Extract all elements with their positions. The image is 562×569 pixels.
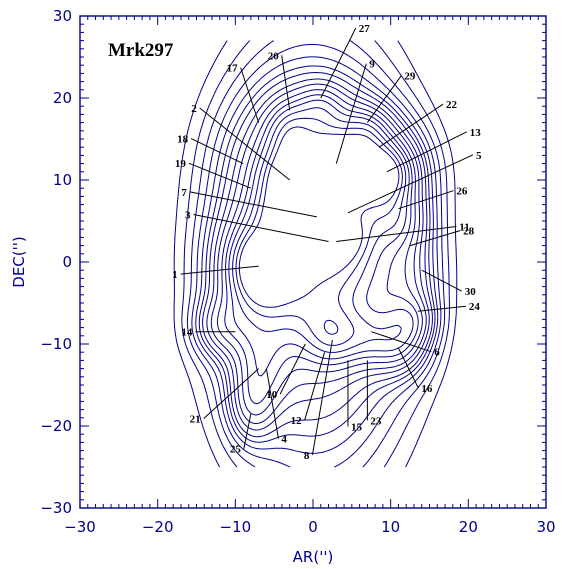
leader-line (304, 352, 326, 421)
x-axis-label: AR('') (293, 548, 334, 566)
contour-level (195, 56, 439, 454)
knot-label: 9 (369, 59, 375, 71)
knot-label: 8 (304, 450, 310, 462)
contour-level (232, 107, 407, 353)
knot-labels: 1234567891011121314151617181920212223242… (172, 23, 482, 462)
knot-label: 29 (404, 71, 416, 83)
knot-label: 27 (359, 23, 371, 35)
knot-label: 2 (191, 103, 197, 115)
knot-label: 19 (175, 158, 187, 170)
knot-label: 13 (470, 127, 482, 139)
chart-title: Mrk297 (108, 40, 174, 61)
knot-label: 11 (459, 222, 469, 234)
leader-line (397, 347, 419, 389)
leader-line (279, 343, 306, 395)
x-tick-label: 30 (536, 518, 555, 536)
contour-level (224, 94, 419, 405)
knot-label: 24 (469, 301, 481, 313)
knot-label: 14 (181, 327, 193, 339)
knot-label: 6 (434, 347, 440, 359)
knot-label: 20 (268, 50, 280, 62)
contour-level (235, 117, 403, 346)
knot-label: 22 (446, 99, 458, 111)
leader-line (378, 103, 444, 148)
knot-label: 25 (230, 444, 242, 456)
knot-label: 3 (185, 210, 191, 222)
y-tick-label: −10 (40, 335, 72, 353)
y-tick-label: 0 (62, 253, 72, 271)
leader-line (193, 214, 329, 242)
contour-level (216, 89, 423, 416)
y-tick-label: 20 (53, 89, 72, 107)
contour-level (191, 44, 442, 468)
leader-line (281, 55, 291, 111)
knot-label: 10 (266, 389, 278, 401)
x-tick-label: 20 (459, 518, 478, 536)
leader-line (190, 138, 244, 165)
x-tick-label: −10 (220, 518, 252, 536)
knot-label: 1 (172, 269, 178, 281)
knot-label: 17 (227, 63, 239, 75)
leader-line (417, 305, 466, 312)
leader-line (203, 368, 259, 419)
knot-label: 23 (370, 415, 382, 427)
contour-level (228, 99, 414, 377)
leader-line (311, 339, 333, 455)
leader-line (398, 190, 454, 210)
leader-line (320, 27, 357, 99)
leader-line (336, 226, 457, 242)
knot-label: 12 (291, 415, 303, 427)
leader-line (188, 162, 252, 189)
knot-label: 7 (181, 187, 187, 199)
knot-label: 18 (177, 134, 189, 146)
tick-labels: −30 −20 −10 0 10 20 30 −30 −20 −10 0 10 20 30 (40, 7, 555, 536)
contour-level (198, 65, 436, 443)
leader-line (265, 368, 279, 439)
y-axis-label: DEC('') (10, 236, 28, 287)
leader-line (421, 269, 462, 292)
contour-level (173, 40, 458, 468)
leader-line (366, 75, 402, 123)
y-tick-label: 30 (53, 7, 72, 25)
leader-line (180, 265, 259, 275)
knot-label: 15 (351, 421, 363, 433)
knot-label: 21 (190, 414, 201, 426)
knot-label: 4 (281, 434, 287, 446)
x-tick-label: −20 (142, 518, 174, 536)
leader-line (371, 331, 432, 353)
leader-line (240, 67, 260, 123)
y-tick-label: 10 (53, 171, 72, 189)
leader-line (189, 191, 317, 218)
leader-line (409, 230, 461, 247)
knot-label: 5 (476, 150, 482, 162)
contour-level (238, 126, 400, 335)
contour-level (186, 40, 446, 468)
x-tick-label: 0 (308, 518, 318, 536)
knot-leader-lines (180, 27, 474, 455)
knot-label: 16 (421, 383, 433, 395)
knot-label: 30 (465, 286, 477, 298)
isophote-contours (173, 40, 458, 468)
y-tick-label: −30 (40, 499, 72, 517)
x-tick-label: −30 (64, 518, 96, 536)
leader-line (199, 107, 291, 181)
knot-label: 26 (456, 186, 468, 198)
leader-line (335, 63, 367, 164)
y-tick-label: −20 (40, 417, 72, 435)
leader-line (347, 154, 474, 214)
knot-label: 28 (463, 226, 475, 238)
x-tick-label: 10 (381, 518, 400, 536)
leader-line (386, 131, 468, 173)
leader-line (243, 413, 252, 449)
axis-ticks (79, 15, 547, 509)
